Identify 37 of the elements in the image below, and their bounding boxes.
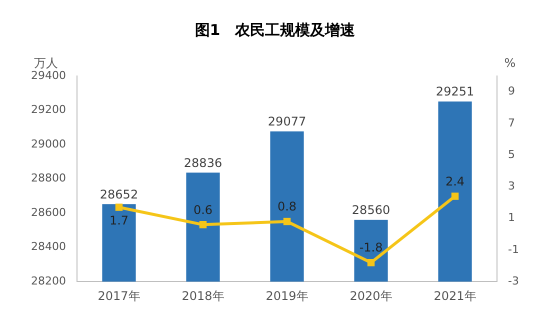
y-tick-label: 28800 — [30, 172, 66, 185]
y-tick-label: 28200 — [30, 274, 66, 288]
y-tick-label: 29400 — [30, 68, 66, 82]
y-tick-label: 28400 — [30, 240, 66, 254]
y2-tick-label: -3 — [508, 274, 519, 288]
y2-tick-label: 7 — [508, 116, 516, 130]
y2-tick-label: 1 — [508, 211, 516, 224]
chart-title: 图1 农民工规模及增速 — [194, 20, 356, 39]
x-tick-label: 2018年 — [182, 288, 224, 303]
x-tick-label: 2021年 — [434, 288, 476, 303]
data-label: 0.8 — [277, 200, 297, 214]
y2-tick-label: 5 — [508, 148, 516, 161]
x-tick-label: 2020年 — [350, 288, 392, 303]
data-label: 1.7 — [109, 213, 129, 228]
y-tick-label: 29000 — [30, 137, 66, 150]
point — [451, 192, 459, 200]
y-axis-title: 万人 — [34, 56, 58, 70]
x-tick-label: 2017年 — [98, 288, 140, 303]
y-tick-label: 28600 — [30, 206, 66, 219]
data-label: 28652 — [100, 187, 138, 202]
y2-tick-label: 3 — [508, 180, 516, 193]
data-label: 0.6 — [193, 202, 213, 217]
y2-tick-label: 9 — [508, 84, 516, 98]
point — [199, 221, 207, 228]
y2-tick-label: -1 — [508, 242, 519, 256]
data-label: 28836 — [184, 156, 222, 170]
data-label: 28560 — [352, 203, 390, 218]
x-tick-label: 2019年 — [266, 288, 308, 303]
data-label: 29077 — [268, 114, 306, 128]
y2-axis-title: % — [504, 56, 516, 70]
data-label: 29251 — [436, 84, 474, 99]
data-label: 2.4 — [445, 174, 465, 188]
point — [115, 204, 123, 211]
point — [367, 259, 375, 266]
point — [283, 218, 291, 226]
y-tick-label: 29200 — [30, 103, 66, 116]
data-label: -1.8 — [359, 240, 383, 255]
